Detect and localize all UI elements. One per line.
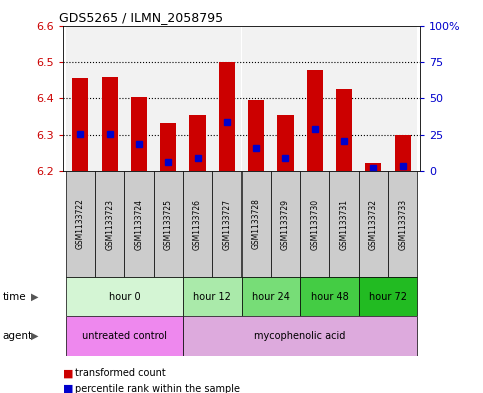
Text: ▶: ▶ — [31, 331, 39, 341]
Text: GSM1133729: GSM1133729 — [281, 198, 290, 250]
Bar — [359, 26, 388, 171]
Bar — [131, 97, 147, 171]
Text: GSM1133724: GSM1133724 — [134, 198, 143, 250]
Text: untreated control: untreated control — [82, 331, 167, 341]
Bar — [307, 70, 323, 171]
Text: ■: ■ — [63, 384, 73, 393]
Bar — [95, 26, 124, 171]
Bar — [66, 277, 183, 316]
Text: agent: agent — [2, 331, 32, 341]
Bar — [160, 123, 176, 171]
Text: GSM1133730: GSM1133730 — [310, 198, 319, 250]
Bar — [388, 171, 417, 277]
Bar — [329, 171, 359, 277]
Bar — [66, 26, 95, 171]
Text: mycophenolic acid: mycophenolic acid — [255, 331, 346, 341]
Bar — [154, 171, 183, 277]
Text: GSM1133723: GSM1133723 — [105, 198, 114, 250]
Bar — [359, 171, 388, 277]
Bar — [242, 277, 300, 316]
Bar — [395, 135, 411, 171]
Bar — [72, 78, 88, 171]
Text: GSM1133722: GSM1133722 — [76, 198, 85, 250]
Bar — [219, 62, 235, 171]
Text: transformed count: transformed count — [75, 368, 166, 378]
Bar — [189, 115, 206, 171]
Bar — [248, 100, 264, 171]
Bar — [300, 171, 329, 277]
Bar — [212, 26, 242, 171]
Bar — [124, 171, 154, 277]
Bar — [66, 316, 183, 356]
Bar — [183, 171, 212, 277]
Text: GDS5265 / ILMN_2058795: GDS5265 / ILMN_2058795 — [59, 11, 223, 24]
Bar — [183, 316, 417, 356]
Text: GSM1133726: GSM1133726 — [193, 198, 202, 250]
Bar — [154, 26, 183, 171]
Text: GSM1133731: GSM1133731 — [340, 198, 349, 250]
Text: hour 12: hour 12 — [193, 292, 231, 302]
Bar — [271, 26, 300, 171]
Bar — [271, 171, 300, 277]
Bar — [336, 89, 352, 171]
Bar — [388, 26, 417, 171]
Bar — [66, 171, 95, 277]
Text: percentile rank within the sample: percentile rank within the sample — [75, 384, 240, 393]
Bar — [183, 277, 242, 316]
Bar — [183, 26, 212, 171]
Text: ▶: ▶ — [31, 292, 39, 302]
Text: hour 24: hour 24 — [252, 292, 290, 302]
Bar — [124, 26, 154, 171]
Text: time: time — [2, 292, 26, 302]
Text: ■: ■ — [63, 368, 73, 378]
Bar — [365, 163, 382, 171]
Text: GSM1133727: GSM1133727 — [222, 198, 231, 250]
Bar — [329, 26, 359, 171]
Bar — [300, 277, 359, 316]
Bar — [242, 171, 271, 277]
Bar — [212, 171, 242, 277]
Bar — [101, 77, 118, 171]
Bar — [359, 277, 417, 316]
Bar — [300, 26, 329, 171]
Text: GSM1133725: GSM1133725 — [164, 198, 173, 250]
Text: GSM1133732: GSM1133732 — [369, 198, 378, 250]
Text: GSM1133733: GSM1133733 — [398, 198, 407, 250]
Text: hour 72: hour 72 — [369, 292, 407, 302]
Bar — [242, 26, 271, 171]
Text: hour 0: hour 0 — [109, 292, 140, 302]
Text: hour 48: hour 48 — [311, 292, 348, 302]
Bar — [95, 171, 124, 277]
Bar — [277, 115, 294, 171]
Text: GSM1133728: GSM1133728 — [252, 198, 261, 250]
